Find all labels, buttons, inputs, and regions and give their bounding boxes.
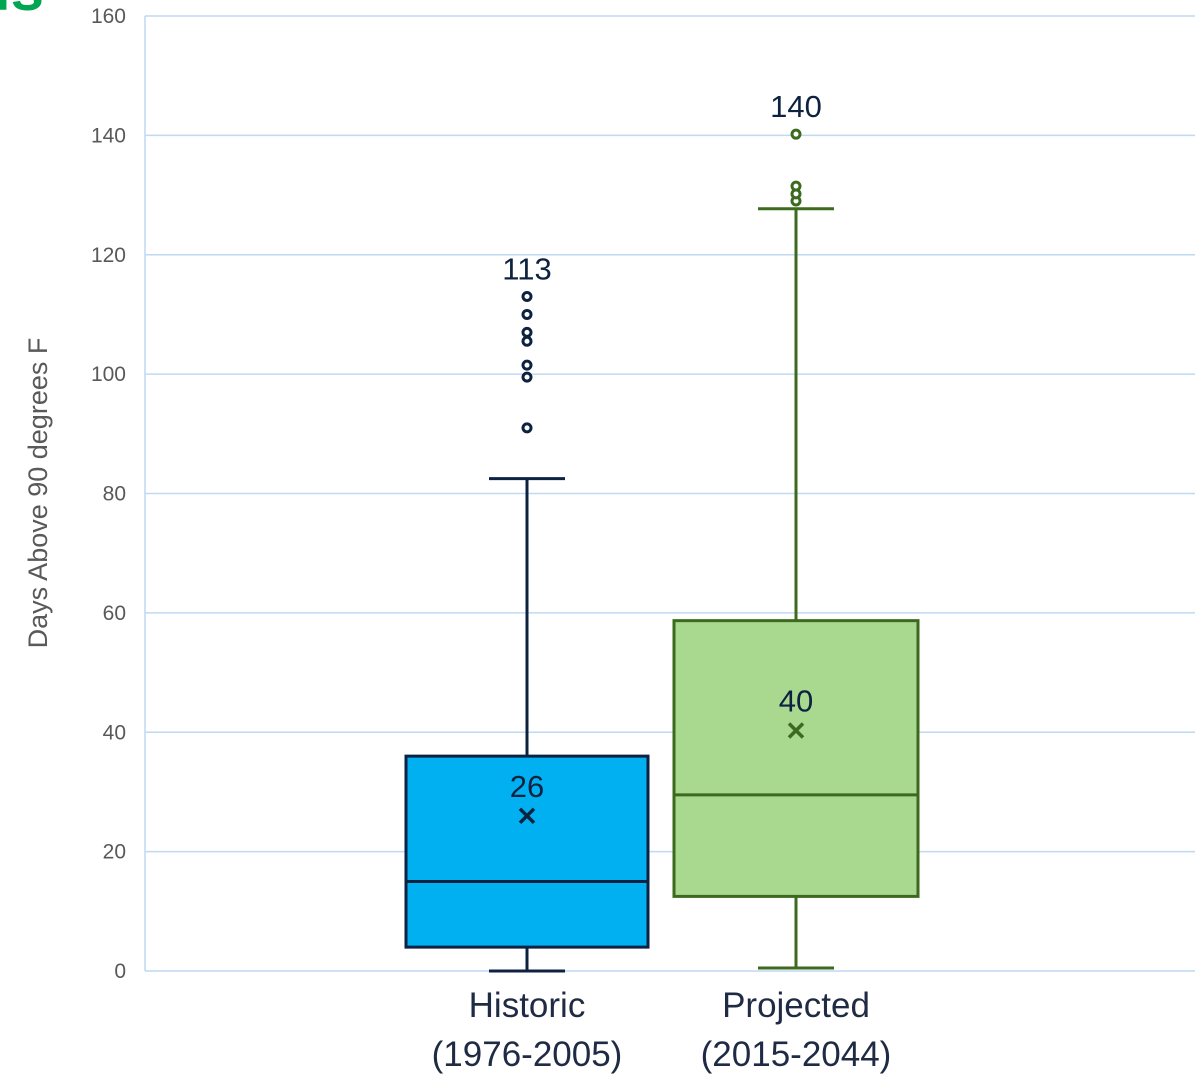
outlier-point bbox=[521, 335, 533, 347]
x-category-name: Projected bbox=[722, 986, 870, 1025]
x-category-name: Historic bbox=[469, 986, 586, 1025]
x-category-label: Historic (1976-2005) bbox=[432, 986, 623, 1074]
y-tick-label: 40 bbox=[103, 721, 126, 744]
box-series-1: 26 113 bbox=[404, 252, 650, 973]
x-category-period: (1976-2005) bbox=[432, 1035, 623, 1074]
y-tick-label: 140 bbox=[91, 124, 126, 147]
outlier-point bbox=[521, 422, 533, 434]
box-series-2: 40 140 bbox=[672, 89, 920, 970]
outlier-point bbox=[790, 128, 802, 140]
y-tick-label: 60 bbox=[103, 602, 126, 625]
y-axis-ticks: 0 20 40 60 80 100 120 140 160 bbox=[91, 5, 126, 983]
boxes: 26 113 40 140 bbox=[404, 89, 920, 973]
x-category-label: Projected (2015-2044) bbox=[701, 986, 892, 1074]
max-label: 113 bbox=[502, 252, 551, 287]
mean-marker-stroke bbox=[787, 722, 805, 739]
y-tick-label: 100 bbox=[91, 363, 126, 386]
y-tick-label: 20 bbox=[103, 841, 126, 864]
outlier-point bbox=[521, 359, 533, 371]
x-category-period: (2015-2044) bbox=[701, 1035, 892, 1074]
outlier-point bbox=[521, 308, 533, 320]
mean-label: 40 bbox=[779, 683, 813, 718]
y-tick-label: 80 bbox=[103, 483, 126, 506]
mean-marker-stroke bbox=[518, 807, 536, 825]
gridlines bbox=[144, 15, 1195, 972]
iqr-box bbox=[404, 754, 650, 949]
outlier-point bbox=[521, 371, 533, 383]
y-tick-label: 160 bbox=[91, 5, 126, 28]
y-tick-label: 0 bbox=[114, 960, 126, 983]
outlier-point bbox=[790, 180, 802, 192]
outlier-point bbox=[521, 326, 533, 338]
outlier-point bbox=[521, 291, 533, 303]
iqr-box bbox=[672, 619, 920, 898]
mean-marker bbox=[518, 807, 536, 825]
title-fragment: ls bbox=[0, 0, 44, 23]
mean-label: 26 bbox=[510, 769, 544, 804]
y-tick-label: 120 bbox=[91, 244, 126, 267]
mean-marker bbox=[787, 722, 805, 739]
max-label: 140 bbox=[770, 89, 822, 124]
x-axis-labels: Historic (1976-2005) Projected (2015-2044) bbox=[432, 986, 892, 1074]
y-axis-title: Days Above 90 degrees F bbox=[23, 338, 53, 649]
